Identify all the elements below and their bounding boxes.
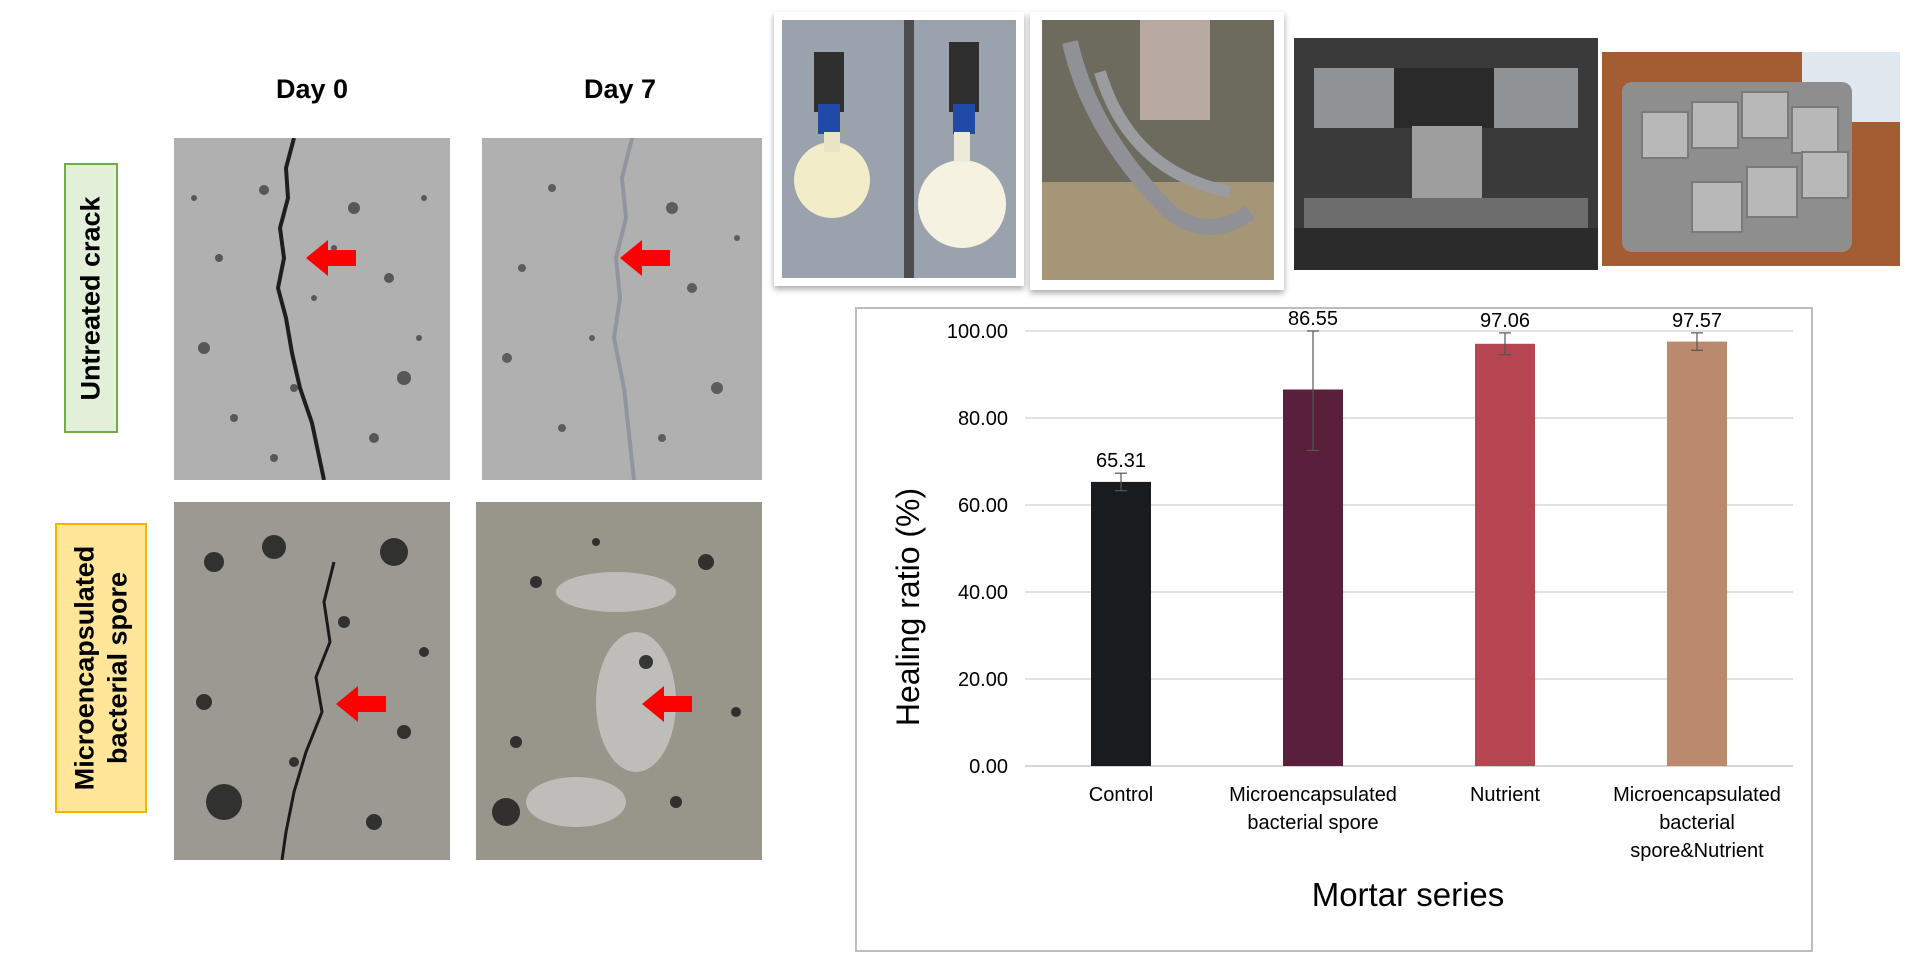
y-axis-label: Healing ratio (%) [890,488,926,726]
arrow-icon [336,686,386,722]
y-tick-label: 80.00 [958,408,1008,430]
crack-line [280,561,336,860]
row-label-untreated-text: Untreated crack [75,195,106,401]
value-label: 65.31 [1096,450,1146,472]
y-tick-label: 40.00 [958,582,1008,604]
error-bar [1691,332,1703,351]
col-header-day0: Day 0 [275,74,349,104]
photo-mortar-cubes [1602,52,1900,266]
x-tick-label: Nutrient [1470,784,1540,806]
x-tick-label: Microencapsulated bacterial spore [1229,784,1397,834]
photo-microencapsulated-day0 [174,502,450,860]
row-label-microencapsulated: Microencapsulated bacterial spore [55,523,147,813]
photo-flasks [774,12,1024,286]
healing-ratio-chart: 0.00 20.00 40.00 60.00 80.00 100.00 65.31 86.5… [890,308,1793,913]
value-label: 86.55 [1288,308,1338,330]
row-label-untreated: Untreated crack [64,163,118,433]
x-tick-label: Microencapsulated bacterial spore&Nutrient [1613,784,1781,862]
crack-line [275,138,326,480]
y-tick-label: 0.00 [969,756,1008,778]
error-bar [1307,330,1319,452]
bar [1667,341,1727,766]
arrow-icon [620,240,670,276]
value-labels: 65.31 86.55 97.06 97.57 [1096,308,1722,472]
chart-error-bars [1115,330,1703,492]
chart-gridlines [1025,330,1793,767]
y-tick-labels: 0.00 20.00 40.00 60.00 80.00 100.00 [947,321,1008,778]
y-tick-label: 20.00 [958,669,1008,691]
healed-crack-line [611,138,636,480]
bar [1475,343,1535,766]
photo-compression-test [1294,38,1598,270]
bar [1091,481,1151,766]
photo-untreated-day7 [482,138,762,480]
value-label: 97.06 [1480,310,1530,332]
photo-mixer [1030,12,1284,290]
row-label-microencapsulated-text: Microencapsulated bacterial spore [69,545,133,791]
photo-microencapsulated-day7 [476,502,762,860]
x-tick-label: Control [1089,784,1153,806]
photo-untreated-day0 [174,138,450,480]
col-header-day7: Day 7 [583,74,657,104]
y-tick-label: 100.00 [947,321,1008,343]
error-bar [1499,332,1511,356]
error-bar [1115,472,1127,492]
chart-bars [1091,341,1727,766]
bar [1283,389,1343,766]
y-tick-label: 60.00 [958,495,1008,517]
value-label: 97.57 [1672,310,1722,332]
arrow-icon [306,240,356,276]
x-axis-label: Mortar series [1312,876,1505,913]
arrow-icon [642,686,692,722]
x-tick-labels: Control Microencapsulated bacterial spore N… [1089,784,1781,862]
